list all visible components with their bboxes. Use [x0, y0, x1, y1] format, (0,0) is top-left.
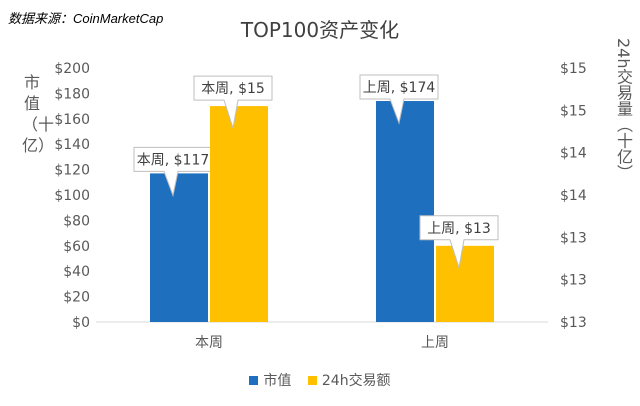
data-label: 本周, $117 — [137, 152, 210, 168]
y2-tick-label: $13 — [560, 315, 587, 331]
y-tick-label: $100 — [54, 188, 90, 204]
bar-volume — [210, 106, 268, 322]
y2-tick-label: $13 — [560, 273, 587, 289]
legend-swatch-market-cap — [249, 375, 259, 385]
y-tick-label: $200 — [54, 61, 90, 77]
legend-label-market-cap: 市值 — [263, 373, 292, 389]
y-tick-label: $60 — [63, 239, 90, 255]
y2-tick-label: $13 — [560, 230, 587, 246]
source-note: 数据来源：CoinMarketCap — [8, 11, 164, 26]
y-tick-label: $160 — [54, 112, 90, 128]
legend-swatch-volume — [307, 375, 317, 385]
bar-volume — [436, 245, 494, 322]
y-tick-label: $140 — [54, 137, 90, 153]
legend-label-volume: 24h交易额 — [321, 373, 391, 389]
y-axis-right-label: 24h交易量（十亿） — [614, 38, 633, 181]
data-label: 上周, $13 — [427, 221, 491, 237]
legend-item-market-cap: 市值 — [249, 370, 291, 390]
chart-title: TOP100资产变化 — [240, 18, 400, 42]
y-tick-label: $180 — [54, 86, 90, 102]
data-label: 本周, $15 — [201, 81, 265, 97]
y-tick-label: $40 — [63, 264, 90, 280]
y2-tick-label: $15 — [560, 103, 587, 119]
data-label-callout — [359, 74, 439, 125]
data-label-callout — [193, 75, 273, 129]
data-label: 上周, $174 — [363, 80, 436, 96]
y-tick-label: $80 — [63, 213, 90, 229]
y2-tick-label: $14 — [560, 188, 587, 204]
y-tick-label: $20 — [63, 290, 90, 306]
bar-market-cap — [376, 101, 434, 323]
x-tick-label: 本周 — [195, 335, 223, 351]
legend: 市值 24h交易额 — [0, 370, 640, 390]
legend-item-volume: 24h交易额 — [307, 370, 391, 390]
y2-tick-label: $14 — [560, 146, 587, 162]
y-tick-label: $0 — [72, 315, 90, 331]
y2-tick-label: $15 — [560, 61, 587, 77]
bar-market-cap — [150, 173, 208, 322]
y-tick-label: $120 — [54, 163, 90, 179]
x-tick-label: 上周 — [421, 335, 449, 351]
data-label-callout — [419, 215, 499, 268]
